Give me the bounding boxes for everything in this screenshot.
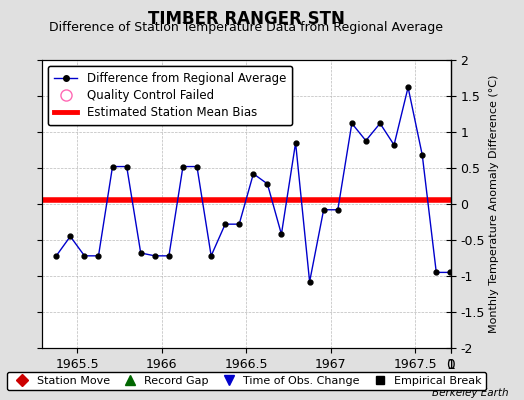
Text: TIMBER RANGER STN: TIMBER RANGER STN (148, 10, 345, 28)
Text: Berkeley Earth: Berkeley Earth (432, 388, 508, 398)
Y-axis label: Monthly Temperature Anomaly Difference (°C): Monthly Temperature Anomaly Difference (… (489, 75, 499, 333)
Legend: Station Move, Record Gap, Time of Obs. Change, Empirical Break: Station Move, Record Gap, Time of Obs. C… (6, 372, 486, 390)
Text: Difference of Station Temperature Data from Regional Average: Difference of Station Temperature Data f… (49, 21, 443, 34)
Legend: Difference from Regional Average, Quality Control Failed, Estimated Station Mean: Difference from Regional Average, Qualit… (48, 66, 292, 125)
